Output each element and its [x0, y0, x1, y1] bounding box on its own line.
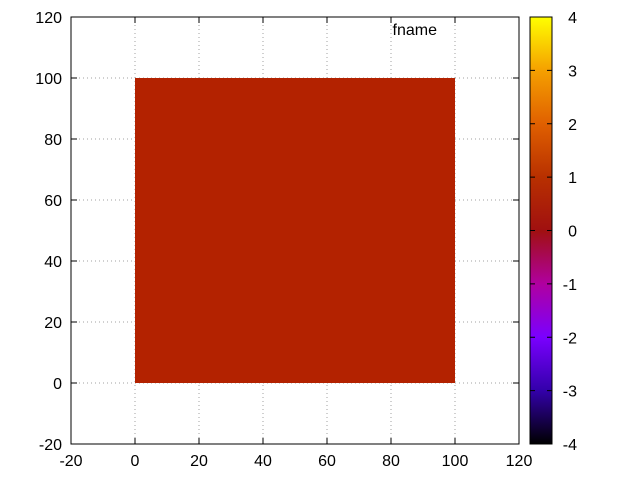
colorbar-tick-label: -2 [563, 330, 577, 347]
colorbar-tick-label: -4 [563, 437, 577, 454]
colorbar-tick-label: 1 [568, 170, 577, 187]
x-tick-label: 60 [318, 453, 336, 470]
colorbar-tick-label: -3 [563, 384, 577, 401]
x-tick-label: 20 [190, 453, 208, 470]
x-tick-label: 0 [131, 453, 140, 470]
colorbar [530, 17, 552, 444]
y-tick-label: 60 [44, 193, 62, 210]
x-tick-labels: -20 0 20 40 60 80 100 120 [59, 453, 532, 470]
y-tick-label: 0 [53, 376, 62, 393]
x-tick-label: 100 [442, 453, 469, 470]
colorbar-tick-label: -1 [563, 277, 577, 294]
y-tick-label: 20 [44, 315, 62, 332]
x-tick-label: 80 [382, 453, 400, 470]
y-tick-label: 40 [44, 254, 62, 271]
colorbar-tick-label: 0 [568, 224, 577, 241]
axis-ticks [70, 16, 520, 445]
y-tick-labels: -20 0 20 40 60 80 100 120 [35, 10, 62, 454]
plot-frame [70, 16, 520, 445]
colorbar-ticks [530, 16, 552, 445]
colorbar-tick-label: 4 [568, 10, 577, 27]
heatmap-cell [135, 78, 455, 383]
legend-entry: fname [393, 22, 438, 39]
heatmap-cells [135, 78, 455, 383]
colorbar-tick-labels: 4 3 2 1 0 -1 -2 -3 -4 [563, 10, 577, 454]
y-tick-label: 80 [44, 132, 62, 149]
y-tick-label: -20 [39, 437, 62, 454]
x-tick-label: -20 [59, 453, 82, 470]
colorbar-tick-label: 2 [568, 117, 577, 134]
y-tick-label: 120 [35, 10, 62, 27]
y-tick-label: 100 [35, 71, 62, 88]
colorbar-tick-label: 3 [568, 63, 577, 80]
x-tick-label: 40 [254, 453, 272, 470]
x-tick-label: 120 [506, 453, 533, 470]
